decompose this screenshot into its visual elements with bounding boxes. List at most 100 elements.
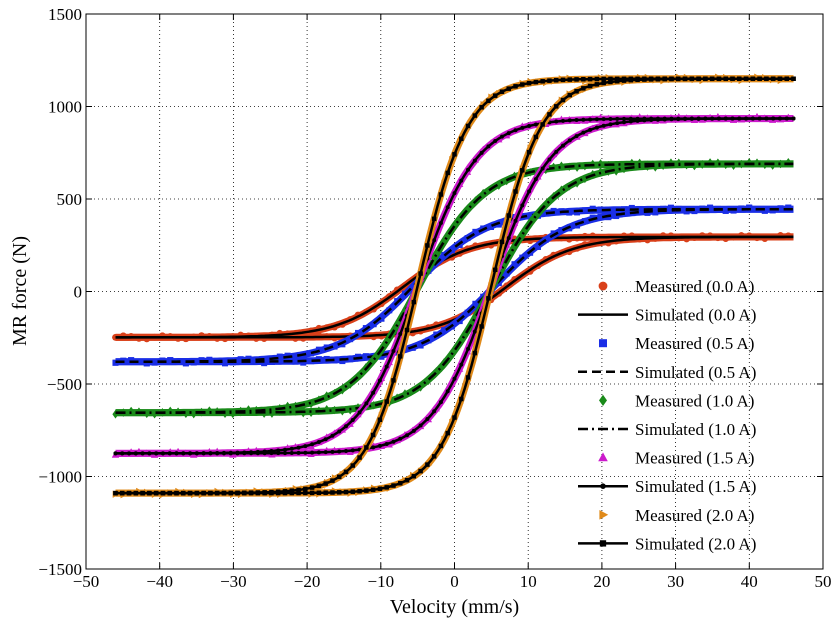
marker-square <box>558 227 565 234</box>
marker-dot <box>344 424 349 429</box>
marker-dot <box>276 448 281 453</box>
x-tick-label: −20 <box>294 572 321 591</box>
marker-diamond <box>370 355 377 364</box>
marker-square-small <box>323 481 328 486</box>
marker-dot <box>615 116 620 121</box>
marker-dot <box>377 443 382 448</box>
marker-square-small <box>472 350 478 356</box>
marker-square-small <box>343 469 349 475</box>
marker-diamond <box>339 386 346 395</box>
marker-diamond <box>613 161 620 171</box>
marker-square-small <box>628 76 634 82</box>
y-tick-label: 1500 <box>48 5 82 24</box>
marker-dot <box>588 127 593 132</box>
marker-square <box>746 204 753 211</box>
marker-dot <box>608 122 613 127</box>
marker-square-small <box>689 76 695 82</box>
marker-square <box>448 247 455 254</box>
marker-dot <box>350 448 355 453</box>
marker-square-small <box>614 78 620 84</box>
legend-entry: Simulated (0.5 A) <box>578 363 756 382</box>
marker-square-small <box>669 76 674 82</box>
simulated-line <box>115 207 794 364</box>
marker-square <box>605 214 612 221</box>
marker-dot <box>350 417 355 422</box>
marker-dot <box>432 238 437 243</box>
marker-dot <box>513 128 518 133</box>
marker-square-small <box>567 92 573 98</box>
marker-square-small <box>601 76 606 82</box>
marker-diamond <box>613 167 620 176</box>
marker-square-small <box>506 86 511 91</box>
marker-square <box>433 331 440 338</box>
marker-square-small <box>289 490 295 496</box>
marker-square-small <box>411 299 417 305</box>
marker-dot <box>771 116 776 121</box>
marker-square-small <box>581 86 586 91</box>
marker-diamond <box>503 176 510 186</box>
marker-square-small <box>560 97 566 103</box>
x-tick-label: −30 <box>220 572 247 591</box>
marker-square-small <box>398 480 403 486</box>
marker-square-small <box>601 80 606 86</box>
marker-dot <box>371 390 376 395</box>
marker-square-small <box>608 79 613 85</box>
marker-dot <box>547 157 552 162</box>
marker-square-small <box>187 490 193 496</box>
legend-label: Measured (1.5 A) <box>635 449 754 468</box>
marker-dot <box>791 116 796 121</box>
marker-diamond <box>738 159 745 169</box>
marker-diamond <box>331 405 338 415</box>
marker-diamond <box>699 160 706 169</box>
marker-dot <box>594 117 599 122</box>
marker-square <box>628 204 635 211</box>
marker-square-small <box>716 76 722 82</box>
marker-square <box>284 352 291 359</box>
marker-square-small <box>599 540 607 547</box>
marker-square-small <box>323 490 328 495</box>
marker-dot <box>289 446 294 451</box>
marker-dot <box>533 177 538 182</box>
marker-square-small <box>567 77 573 82</box>
marker-dot <box>391 348 396 353</box>
legend-entry: Measured (1.0 A) <box>599 391 754 410</box>
marker-dot <box>608 117 613 122</box>
marker-square-small <box>303 486 308 492</box>
marker-square <box>276 353 283 360</box>
marker-square <box>511 261 518 268</box>
marker-diamond <box>667 158 674 167</box>
marker-square <box>589 214 596 221</box>
marker-square <box>143 360 150 367</box>
marker-square <box>300 353 307 360</box>
marker-square-small <box>784 76 789 82</box>
marker-dot <box>438 221 443 226</box>
marker-circle <box>598 281 608 291</box>
marker-square <box>574 209 581 216</box>
marker-dot <box>432 409 437 414</box>
marker-square <box>323 355 330 362</box>
marker-triangle-up <box>598 452 608 462</box>
marker-square-small <box>357 488 362 494</box>
y-tick-label: 1000 <box>48 98 82 117</box>
marker-dot <box>174 451 179 456</box>
marker-dot <box>567 118 572 123</box>
marker-square <box>597 206 604 213</box>
marker-dot <box>371 445 376 450</box>
marker-square-small <box>750 76 756 82</box>
marker-dot <box>594 125 599 130</box>
marker-dot <box>581 117 586 122</box>
marker-square-small <box>221 490 227 496</box>
marker-dot <box>601 117 606 122</box>
marker-square-small <box>431 216 437 222</box>
marker-dot <box>574 118 579 123</box>
marker-square-small <box>492 267 498 273</box>
marker-square-small <box>153 490 159 496</box>
marker-dot <box>723 116 728 121</box>
marker-square <box>378 315 385 322</box>
marker-square-small <box>560 77 566 83</box>
marker-square <box>151 359 158 366</box>
marker-square-small <box>384 399 389 404</box>
marker-square-small <box>662 76 667 82</box>
marker-square-small <box>438 443 444 449</box>
marker-dot <box>554 149 559 154</box>
